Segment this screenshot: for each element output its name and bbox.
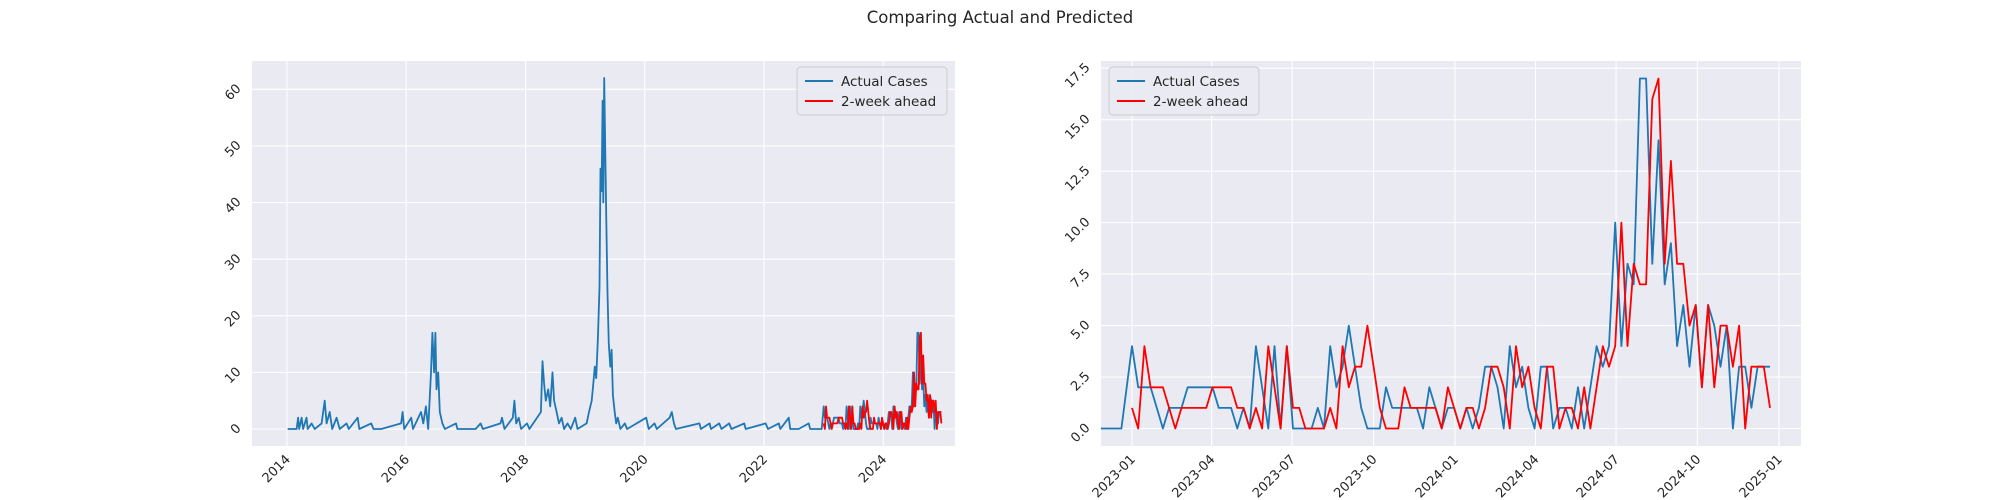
x-tick-label: 2018 xyxy=(498,452,532,486)
x-tick-label: 2024-01 xyxy=(1413,452,1462,500)
x-tick-label: 2024 xyxy=(856,452,890,486)
legend: Actual Cases 2-week ahead xyxy=(1108,66,1260,116)
legend-frame xyxy=(796,66,948,116)
y-tick-label: 50 xyxy=(222,138,244,160)
y-tick-label: 30 xyxy=(222,251,244,273)
two-week-ahead-line xyxy=(822,331,943,430)
y-tick-label: 2.5 xyxy=(1068,369,1093,394)
x-tick-label: 2024-04 xyxy=(1493,452,1542,500)
x-tick-label: 2024-10 xyxy=(1655,452,1704,500)
y-tick-label: 0.0 xyxy=(1068,421,1093,446)
x-tick-label: 2024-07 xyxy=(1574,452,1623,500)
x-tick-label: 2023-04 xyxy=(1169,452,1218,500)
x-tick-label: 2025-01 xyxy=(1737,452,1786,500)
x-tick-label: 2023-10 xyxy=(1331,452,1380,500)
y-tick-label: 15.0 xyxy=(1062,112,1093,143)
y-tick-label: 12.5 xyxy=(1062,163,1093,194)
legend-entry: 2-week ahead xyxy=(1153,94,1248,110)
x-tick-label: 2020 xyxy=(618,452,652,486)
y-tick-label: 7.5 xyxy=(1068,266,1093,291)
plot-area xyxy=(1101,61,1801,446)
x-tick-label: 2023-07 xyxy=(1250,452,1299,500)
legend-frame xyxy=(1108,66,1260,116)
y-tick-label: 0 xyxy=(228,421,244,437)
legend-entry: Actual Cases xyxy=(1153,74,1240,90)
two-week-ahead-line xyxy=(1131,77,1771,430)
x-tick-label: 2016 xyxy=(379,452,413,486)
figure-title: Comparing Actual and Predicted xyxy=(866,8,1134,27)
chart-1: 0 10 20 30 40 50 60 2014 2016 2018 2020 2022 2024 Act… xyxy=(222,61,955,486)
y-tick-label: 20 xyxy=(222,308,244,330)
y-tick-label: 5.0 xyxy=(1068,318,1093,343)
y-tick-label: 10 xyxy=(222,365,244,387)
y-tick-label: 17.5 xyxy=(1062,60,1093,91)
y-tick-label: 40 xyxy=(222,195,244,217)
legend: Actual Cases 2-week ahead xyxy=(796,66,948,116)
y-tick-label: 60 xyxy=(222,82,244,104)
actual-cases-line xyxy=(1101,77,1770,430)
x-tick-label: 2023-01 xyxy=(1090,452,1139,500)
actual-cases-line xyxy=(287,77,942,430)
y-tick-label: 10.0 xyxy=(1062,215,1093,246)
legend-entry: 2-week ahead xyxy=(841,94,936,110)
legend-entry: Actual Cases xyxy=(841,74,928,90)
x-tick-label: 2022 xyxy=(737,452,771,486)
x-tick-label: 2014 xyxy=(260,452,294,486)
